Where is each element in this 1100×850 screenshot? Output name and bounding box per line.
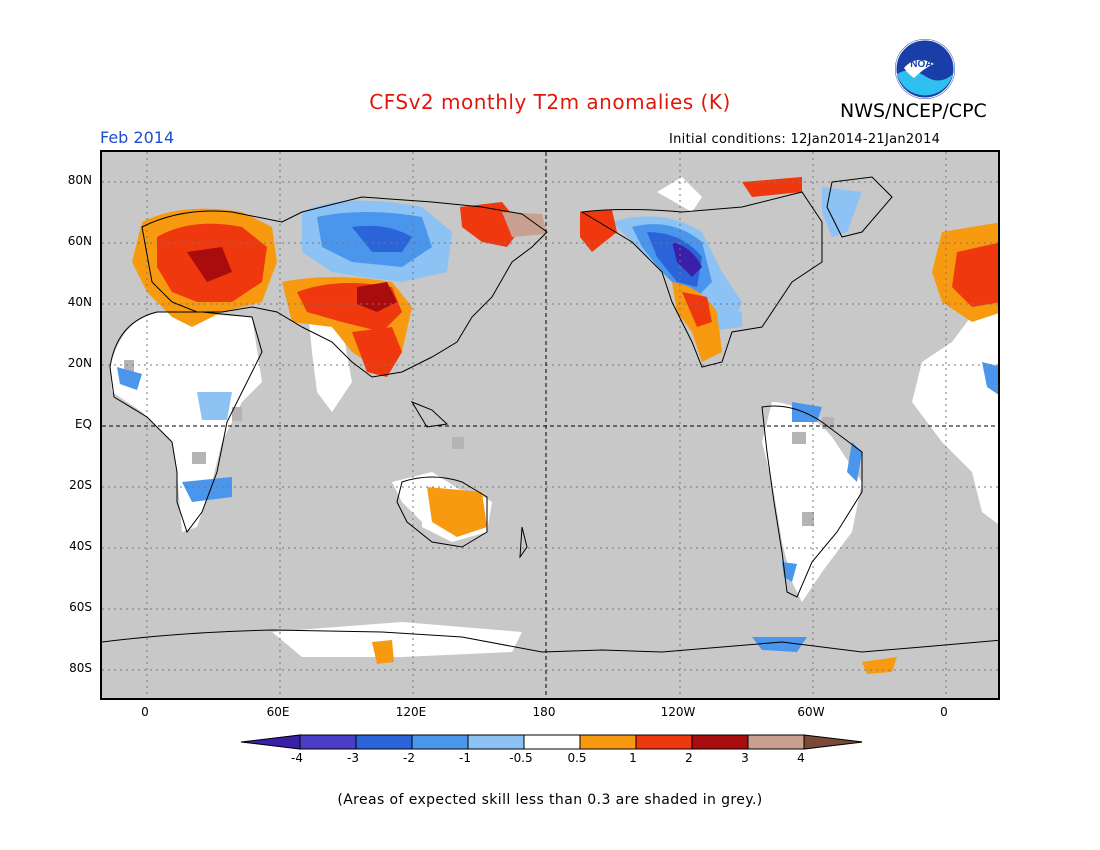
lon-label-60e: 60E bbox=[266, 705, 290, 719]
graticule bbox=[102, 152, 998, 698]
colorbar-tick: -3 bbox=[347, 751, 359, 765]
lat-label-eq: EQ bbox=[74, 417, 92, 431]
colorbar-bin bbox=[299, 734, 357, 750]
lon-label-60w: 60W bbox=[797, 705, 825, 719]
colorbar-tick: -2 bbox=[403, 751, 415, 765]
colorbar-tick: 0.5 bbox=[567, 751, 587, 765]
colorbar-arrow-low bbox=[240, 734, 301, 750]
colorbar-bin bbox=[747, 734, 805, 750]
logo-text: NOAA bbox=[910, 59, 939, 70]
cold-anomalies bbox=[117, 187, 998, 652]
colorbar-bin bbox=[355, 734, 413, 750]
anomaly-map bbox=[102, 152, 998, 698]
colorbar-tick: 3 bbox=[741, 751, 749, 765]
lat-label-60n: 60N bbox=[67, 234, 92, 248]
lon-label-0-east: 0 bbox=[940, 705, 948, 719]
forecast-period: Feb 2014 bbox=[100, 128, 175, 147]
colorbar-bin bbox=[467, 734, 525, 750]
initial-conditions: Initial conditions: 12Jan2014-21Jan2014 bbox=[669, 132, 941, 147]
lat-label-80s: 80S bbox=[69, 661, 92, 675]
chart-title: CFSv2 monthly T2m anomalies (K) bbox=[369, 90, 731, 114]
lat-label-60s: 60S bbox=[69, 600, 92, 614]
colorbar-tick: -0.5 bbox=[509, 751, 533, 765]
coastlines bbox=[102, 176, 998, 653]
agency-label: NWS/NCEP/CPC bbox=[840, 100, 987, 122]
skill-footnote: (Areas of expected skill less than 0.3 a… bbox=[337, 792, 763, 808]
lon-label-180: 180 bbox=[532, 705, 556, 719]
colorbar-bin bbox=[411, 734, 469, 750]
colorbar-bin bbox=[523, 734, 581, 750]
colorbar bbox=[240, 734, 862, 750]
lat-label-40s: 40S bbox=[69, 539, 92, 553]
lon-label-120w: 120W bbox=[660, 705, 696, 719]
lon-label-0: 0 bbox=[141, 705, 149, 719]
colorbar-tick: 4 bbox=[797, 751, 805, 765]
noaa-logo: NOAA bbox=[895, 39, 955, 99]
equator-and-dateline bbox=[102, 152, 998, 698]
map-panel bbox=[100, 150, 1000, 700]
warm-anomalies bbox=[132, 177, 998, 674]
colorbar-arrow-high bbox=[803, 734, 862, 750]
lat-label-20s: 20S bbox=[69, 478, 92, 492]
colorbar-tick: 1 bbox=[629, 751, 637, 765]
colorbar-tick: 2 bbox=[685, 751, 693, 765]
lon-label-120e: 120E bbox=[395, 705, 427, 719]
colorbar-tick: -1 bbox=[459, 751, 471, 765]
colorbar-bin bbox=[579, 734, 637, 750]
colorbar-bin bbox=[691, 734, 749, 750]
lat-label-20n: 20N bbox=[67, 356, 92, 370]
lat-label-80n: 80N bbox=[67, 173, 92, 187]
colorbar-bin bbox=[635, 734, 693, 750]
colorbar-tick: -4 bbox=[291, 751, 303, 765]
lat-label-40n: 40N bbox=[67, 295, 92, 309]
